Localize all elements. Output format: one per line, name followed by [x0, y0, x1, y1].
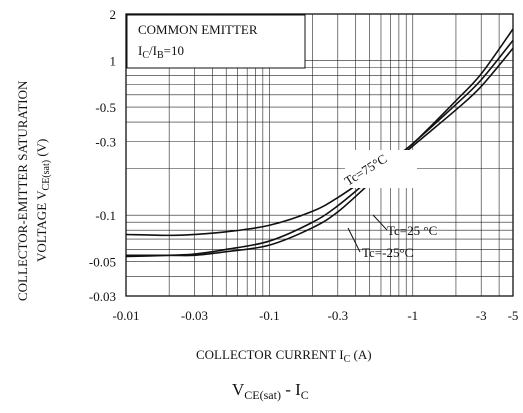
chart-title: VCE(sat) - IC	[232, 380, 309, 402]
y-tick-label: -0.03	[89, 289, 116, 304]
tick-labels: -0.01 -0.03 -0.1 -0.3 -1 -3 -5 2 1 -0.5 -0.3 -0.1 -0…	[89, 7, 519, 323]
annotation-tc25: Tc=25 °C	[387, 223, 437, 238]
y-axis-label-line-2: VOLTAGE VCE(sat) (V)	[34, 139, 52, 262]
series-line-1	[125, 39, 514, 258]
series-line-2	[125, 47, 514, 257]
annotation-tc-25: Tc=-25°C	[362, 245, 413, 260]
y-tick-label: -0.1	[95, 208, 116, 223]
condition-line-1: COMMON EMITTER	[138, 22, 258, 37]
y-tick-label: 1	[110, 54, 117, 69]
series-lines	[125, 28, 514, 258]
y-tick-label: -0.5	[95, 100, 116, 115]
condition-line-2: IC/IB=10	[138, 43, 184, 61]
x-tick-label: -0.03	[181, 308, 208, 323]
series-line-0	[125, 28, 514, 237]
x-tick-label: -0.01	[112, 308, 139, 323]
x-tick-label: -3	[476, 308, 487, 323]
x-axis-label: COLLECTOR CURRENT IC (A)	[196, 347, 372, 365]
leader-tc-25	[347, 227, 361, 253]
x-tick-label: -5	[508, 308, 519, 323]
y-tick-label: -0.05	[89, 255, 116, 270]
condition-box	[126, 14, 306, 69]
y-axis-label-line-1: COLLECTOR-EMITTER SATURATION	[15, 80, 30, 301]
plot-frame	[125, 13, 514, 297]
x-tick-label: -0.1	[259, 308, 280, 323]
y-tick-label: -0.3	[95, 134, 116, 149]
y-tick-label: 2	[110, 7, 117, 22]
leader-tc25	[372, 214, 388, 231]
x-tick-label: -0.3	[328, 308, 349, 323]
x-tick-label: -1	[407, 308, 418, 323]
